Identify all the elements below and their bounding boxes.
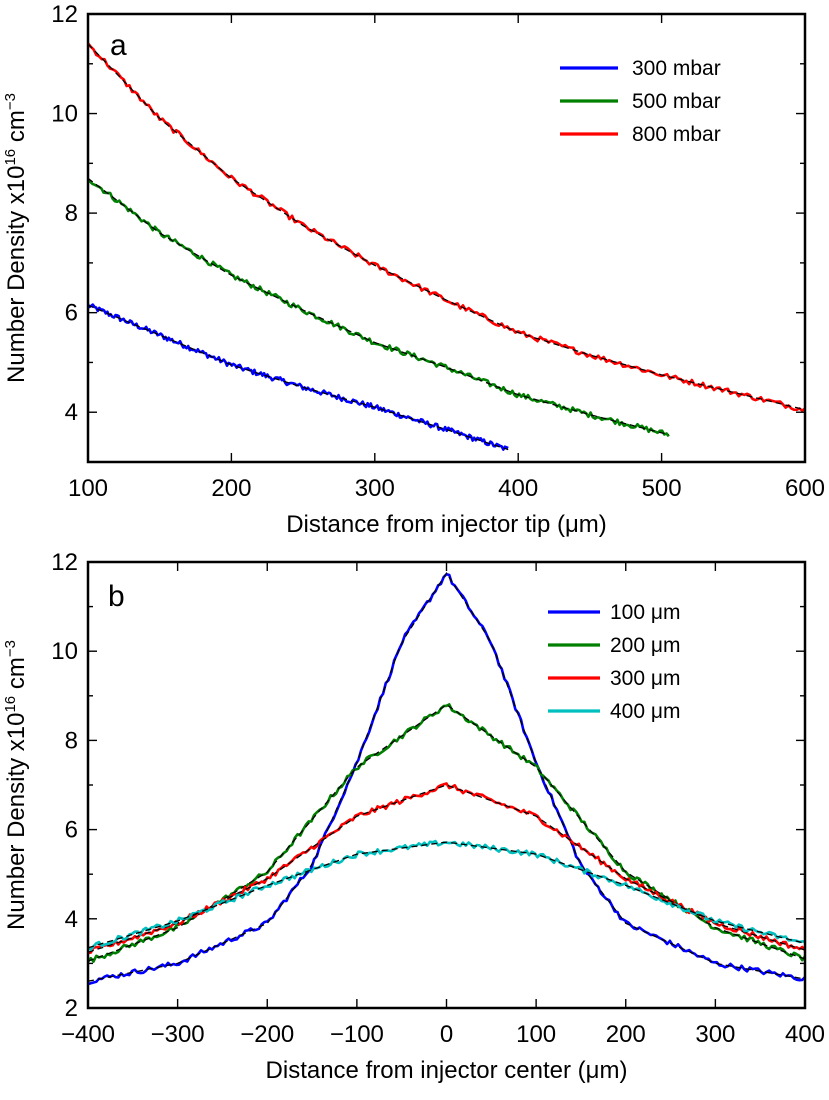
x-tick-label: 400: [785, 1021, 825, 1048]
legend-label: 200 μm: [610, 634, 680, 657]
x-tick-label: 300: [695, 1021, 735, 1048]
series-line-400-μm: [88, 839, 805, 951]
y-tick-label: 4: [65, 906, 78, 933]
x-tick-label: 0: [440, 1021, 453, 1048]
legend-label: 400 μm: [610, 700, 680, 723]
legend-label: 100 μm: [610, 601, 680, 624]
y-axis-label: Number Density x1016 cm−3: [2, 640, 30, 930]
y-label-unit: cm: [3, 110, 30, 149]
series-line-300-μm: [88, 782, 805, 955]
y-tick-label: 6: [65, 300, 78, 327]
y-tick-label: 8: [65, 727, 78, 754]
legend: 100 μm 200 μm 300 μm 400 μm: [548, 601, 680, 723]
y-tick-label: 4: [65, 399, 78, 426]
x-tick-label: 300: [355, 475, 395, 502]
y-label-unit: cm: [3, 657, 30, 696]
x-tick-label: −300: [151, 1021, 205, 1048]
x-tick-label: −400: [61, 1021, 115, 1048]
x-axis-label: Distance from injector center (μm): [266, 1057, 628, 1084]
y-tick-label: 6: [65, 817, 78, 844]
x-axis-label: Distance from injector tip (μm): [286, 511, 607, 538]
y-label-exp: −3: [2, 640, 19, 657]
panel-letter: b: [108, 580, 125, 613]
y-label-exp: 16: [2, 696, 19, 713]
y-axis-label: Number Density x1016 cm−3: [2, 93, 30, 383]
y-tick-label: 10: [51, 638, 78, 665]
series-line-200-μm: [88, 703, 805, 963]
fit-line-800-mbar: [88, 43, 805, 411]
series-line-500-mbar: [88, 178, 670, 438]
fit-line-500-mbar: [88, 177, 669, 436]
plot-area: [88, 42, 805, 451]
y-label-exp: 16: [2, 149, 19, 166]
legend: 300 mbar 500 mbar 800 mbar: [560, 57, 721, 146]
fit-line-100-μm: [88, 572, 805, 982]
x-tick-label: 200: [606, 1021, 646, 1048]
y-tick-label: 2: [65, 995, 78, 1022]
series-line-100-μm: [88, 573, 805, 986]
fit-line-400-μm: [88, 841, 805, 949]
panel-letter: a: [110, 29, 127, 62]
x-tick-label: 100: [68, 475, 108, 502]
series-line-800-mbar: [88, 42, 805, 412]
plot-area: [88, 572, 805, 986]
fit-line-300-μm: [88, 784, 805, 953]
x-tick-label: −200: [240, 1021, 294, 1048]
panel-a: 100 200 300 400 500 600 4 6 8 10 12 a Distance from …: [2, 1, 825, 538]
x-tick-label: 200: [211, 475, 251, 502]
series-line-300-mbar: [88, 303, 509, 451]
x-tick-label: 400: [498, 475, 538, 502]
y-tick-label: 8: [65, 200, 78, 227]
x-tick-label: 100: [516, 1021, 556, 1048]
legend-label: 800 mbar: [632, 123, 721, 146]
x-tick-label: 500: [642, 475, 682, 502]
legend-label: 300 μm: [610, 667, 680, 690]
fit-line-300-mbar: [88, 304, 509, 451]
y-tick-label: 10: [51, 101, 78, 128]
axes-frame: [86, 560, 807, 1010]
y-tick-label: 12: [51, 1, 78, 28]
fit-line-200-μm: [88, 703, 805, 962]
y-tick-label: 12: [51, 549, 78, 576]
y-label-base: Number Density x10: [3, 166, 30, 383]
x-tick-label: −100: [330, 1021, 384, 1048]
legend-label: 500 mbar: [632, 90, 721, 113]
legend-label: 300 mbar: [632, 57, 721, 80]
y-label-base: Number Density x10: [3, 713, 30, 930]
y-label-exp: −3: [2, 93, 19, 110]
panel-b: −400 −300 −200 −100 0 100 200 300 400 2 4 6 8 10 12 b Di…: [2, 549, 825, 1084]
x-tick-label: 600: [785, 475, 825, 502]
axes-frame: [86, 12, 807, 464]
